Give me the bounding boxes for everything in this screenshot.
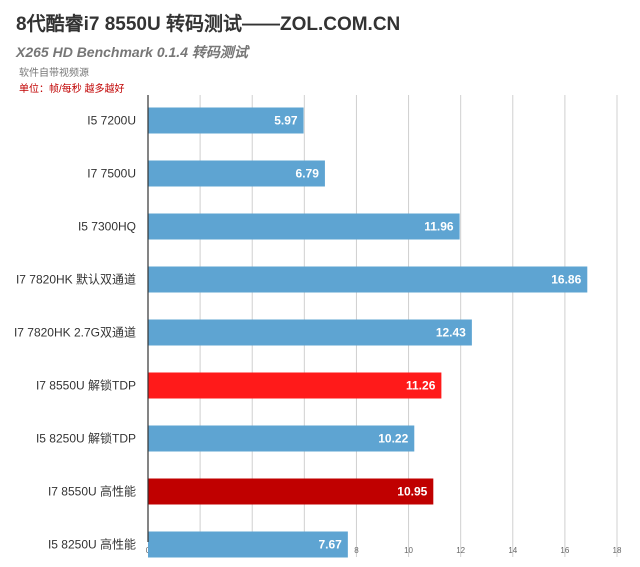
category-label: I5 8250U 高性能 [48, 537, 136, 552]
bar [148, 319, 472, 346]
bar [148, 213, 460, 240]
bar-value-label: 10.22 [378, 432, 408, 446]
bar-value-label: 12.43 [436, 326, 466, 340]
x-tick-label: 16 [560, 546, 569, 555]
bar-value-label: 6.79 [296, 167, 320, 181]
category-label: I7 7500U [87, 167, 136, 181]
x-tick-label: 12 [456, 546, 465, 555]
chart-unit: 单位：帧/每秒 越多越好 [19, 84, 125, 95]
bar-value-label: 11.26 [406, 379, 436, 393]
category-label: I7 8550U 解锁TDP [36, 378, 136, 393]
category-label: I5 7300HQ [78, 220, 136, 234]
chart-note: 软件自带视频源 [19, 68, 89, 79]
bar [148, 160, 325, 187]
category-label: I5 8250U 解锁TDP [36, 431, 136, 446]
bar-value-label: 16.86 [551, 273, 581, 287]
bar [148, 478, 434, 505]
bar [148, 372, 442, 399]
bar-value-label: 7.67 [318, 538, 342, 552]
bar-value-label: 11.96 [424, 220, 454, 234]
x-tick-label: 18 [613, 546, 622, 555]
bar-value-label: 10.95 [397, 485, 427, 499]
category-label: I7 8550U 高性能 [48, 484, 136, 499]
category-label: I5 7200U [87, 114, 136, 128]
x-tick-label: 8 [354, 546, 359, 555]
chart-subtitle: X265 HD Benchmark 0.1.4 转码测试 [16, 44, 248, 60]
bar [148, 425, 415, 452]
category-label: I7 7820HK 2.7G双通道 [14, 326, 136, 340]
bar [148, 531, 348, 558]
x-tick-label: 14 [508, 546, 517, 555]
bar [148, 107, 304, 134]
bar [148, 266, 588, 293]
category-label: I7 7820HK 默认双通道 [16, 272, 136, 287]
chart-title: 8代酷睿i7 8550U 转码测试——ZOL.COM.CN [16, 14, 401, 35]
bar-value-label: 5.97 [274, 114, 298, 128]
x-tick-label: 10 [404, 546, 413, 555]
